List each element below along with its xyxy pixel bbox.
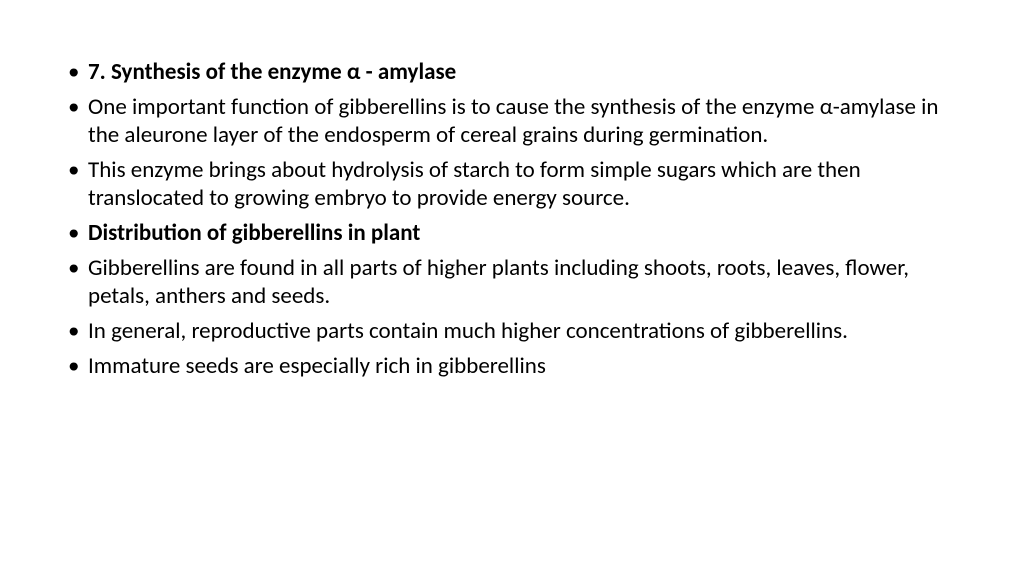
bullet-text: Immature seeds are especially rich in gi… xyxy=(88,352,546,380)
list-item: Distribution of gibberellins in plant xyxy=(60,219,964,247)
list-item: Immature seeds are especially rich in gi… xyxy=(60,352,964,380)
list-item: Gibberellins are found in all parts of h… xyxy=(60,254,964,310)
list-item: One important function of gibberellins i… xyxy=(60,93,964,149)
bullet-text: Distribution of gibberellins in plant xyxy=(88,219,420,247)
bullet-text: In general, reproductive parts contain m… xyxy=(88,317,848,345)
bullet-text: One important function of gibberellins i… xyxy=(88,93,938,149)
bullet-list: 7. Synthesis of the enzyme α - amylase O… xyxy=(60,58,964,380)
bullet-text: Gibberellins are found in all parts of h… xyxy=(88,254,909,310)
list-item: 7. Synthesis of the enzyme α - amylase xyxy=(60,58,964,86)
bullet-text: 7. Synthesis of the enzyme α - amylase xyxy=(88,58,456,86)
bullet-text: This enzyme brings about hydrolysis of s… xyxy=(88,156,861,212)
list-item: This enzyme brings about hydrolysis of s… xyxy=(60,156,964,212)
list-item: In general, reproductive parts contain m… xyxy=(60,317,964,345)
